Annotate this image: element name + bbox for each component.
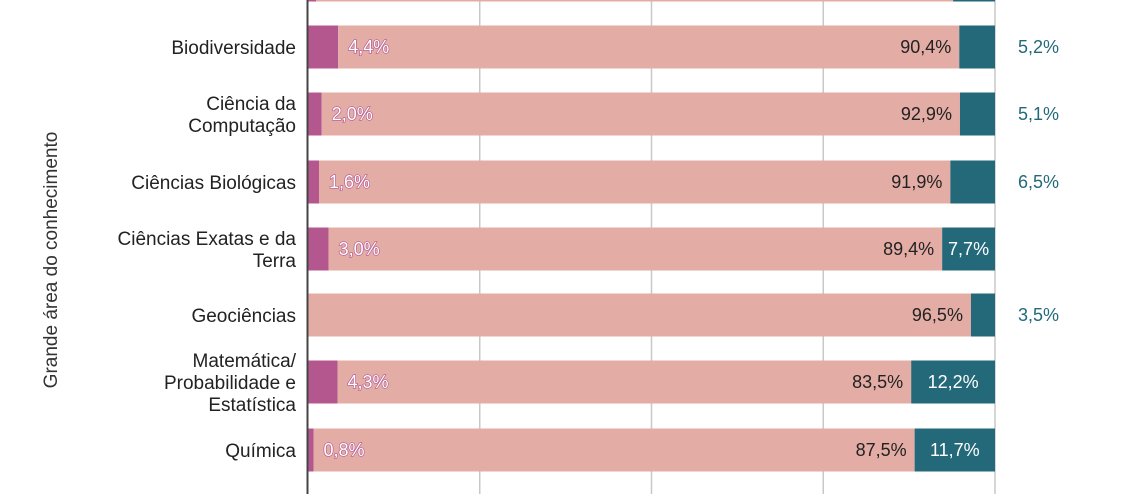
value-labels-group: 4,4% 90,4% 5,2% 2,0% 92,9% 5,1% 1,6% 91,9% 6,5% 3… — [323, 36, 1059, 460]
value-label-s1: 1,6% — [329, 172, 370, 192]
y-axis-title: Grande área do conhecimento — [41, 132, 62, 389]
bar-segment-s1 — [308, 0, 317, 2]
bar-segment-s3 — [959, 25, 995, 69]
category-label: Terra — [253, 251, 297, 272]
bar-segment-s3 — [959, 92, 995, 136]
value-label-s2: 90,4% — [900, 37, 951, 57]
value-label-s1: 4,3% — [348, 372, 389, 392]
bar-segment-s1 — [308, 160, 319, 204]
bar-segment-s1 — [308, 360, 338, 404]
bar-segment-s3 — [970, 293, 995, 337]
value-label-s1: 3,0% — [339, 239, 380, 259]
bar-segment-s3 — [950, 160, 995, 204]
category-label: Geociências — [191, 306, 296, 327]
value-label-s2: 83,5% — [852, 372, 903, 392]
category-label: Ciências Biológicas — [131, 173, 296, 194]
value-label-s3: 5,1% — [1018, 104, 1059, 124]
category-label: Ciência da — [206, 94, 296, 115]
bar-segment-s2 — [316, 0, 954, 2]
bar-segment-s3 — [953, 0, 995, 2]
bar-segment-s2 — [318, 160, 951, 204]
category-label: Computação — [188, 116, 296, 137]
category-label: Biodiversidade — [171, 38, 296, 59]
value-label-s3: 7,7% — [948, 239, 989, 259]
category-label: Matemática/ — [193, 351, 297, 372]
value-label-s1: 4,4% — [348, 37, 389, 57]
value-label-s2: 87,5% — [856, 440, 907, 460]
category-label: Ciências Exatas e da — [118, 229, 297, 250]
value-label-s1: 0,8% — [323, 440, 364, 460]
bar-segment-s1 — [308, 25, 339, 69]
bar-segment-s3 — [911, 360, 995, 404]
value-label-s3: 11,7% — [930, 440, 980, 460]
value-label-s2: 89,4% — [883, 239, 934, 259]
value-label-s3: 5,2% — [1018, 37, 1059, 57]
bar-segment-s2 — [338, 25, 960, 69]
bar-segment-s1 — [308, 92, 322, 136]
value-label-s2: 96,5% — [912, 305, 963, 325]
value-label-s3: 3,5% — [1018, 305, 1059, 325]
bar-segment-s1 — [308, 428, 314, 472]
bar-segment-s2 — [308, 293, 971, 337]
category-label: Estatística — [208, 395, 296, 416]
category-label: Química — [225, 441, 296, 462]
bar-segment-s1 — [308, 227, 329, 271]
bar-segment-s3 — [914, 428, 995, 472]
bar-segment-s2 — [313, 428, 915, 472]
value-label-s2: 92,9% — [901, 104, 952, 124]
category-label: Probabilidade e — [164, 373, 296, 394]
value-label-s3: 12,2% — [928, 372, 979, 392]
value-label-s2: 91,9% — [891, 172, 942, 192]
bar-segment-s2 — [321, 92, 960, 136]
bar-segment-s2 — [337, 360, 912, 404]
bar-segment-s3 — [942, 227, 995, 271]
value-label-s1: 2,0% — [332, 104, 373, 124]
bars-group — [308, 0, 995, 472]
bar-segment-s2 — [328, 227, 943, 271]
value-label-s3: 6,5% — [1018, 172, 1059, 192]
